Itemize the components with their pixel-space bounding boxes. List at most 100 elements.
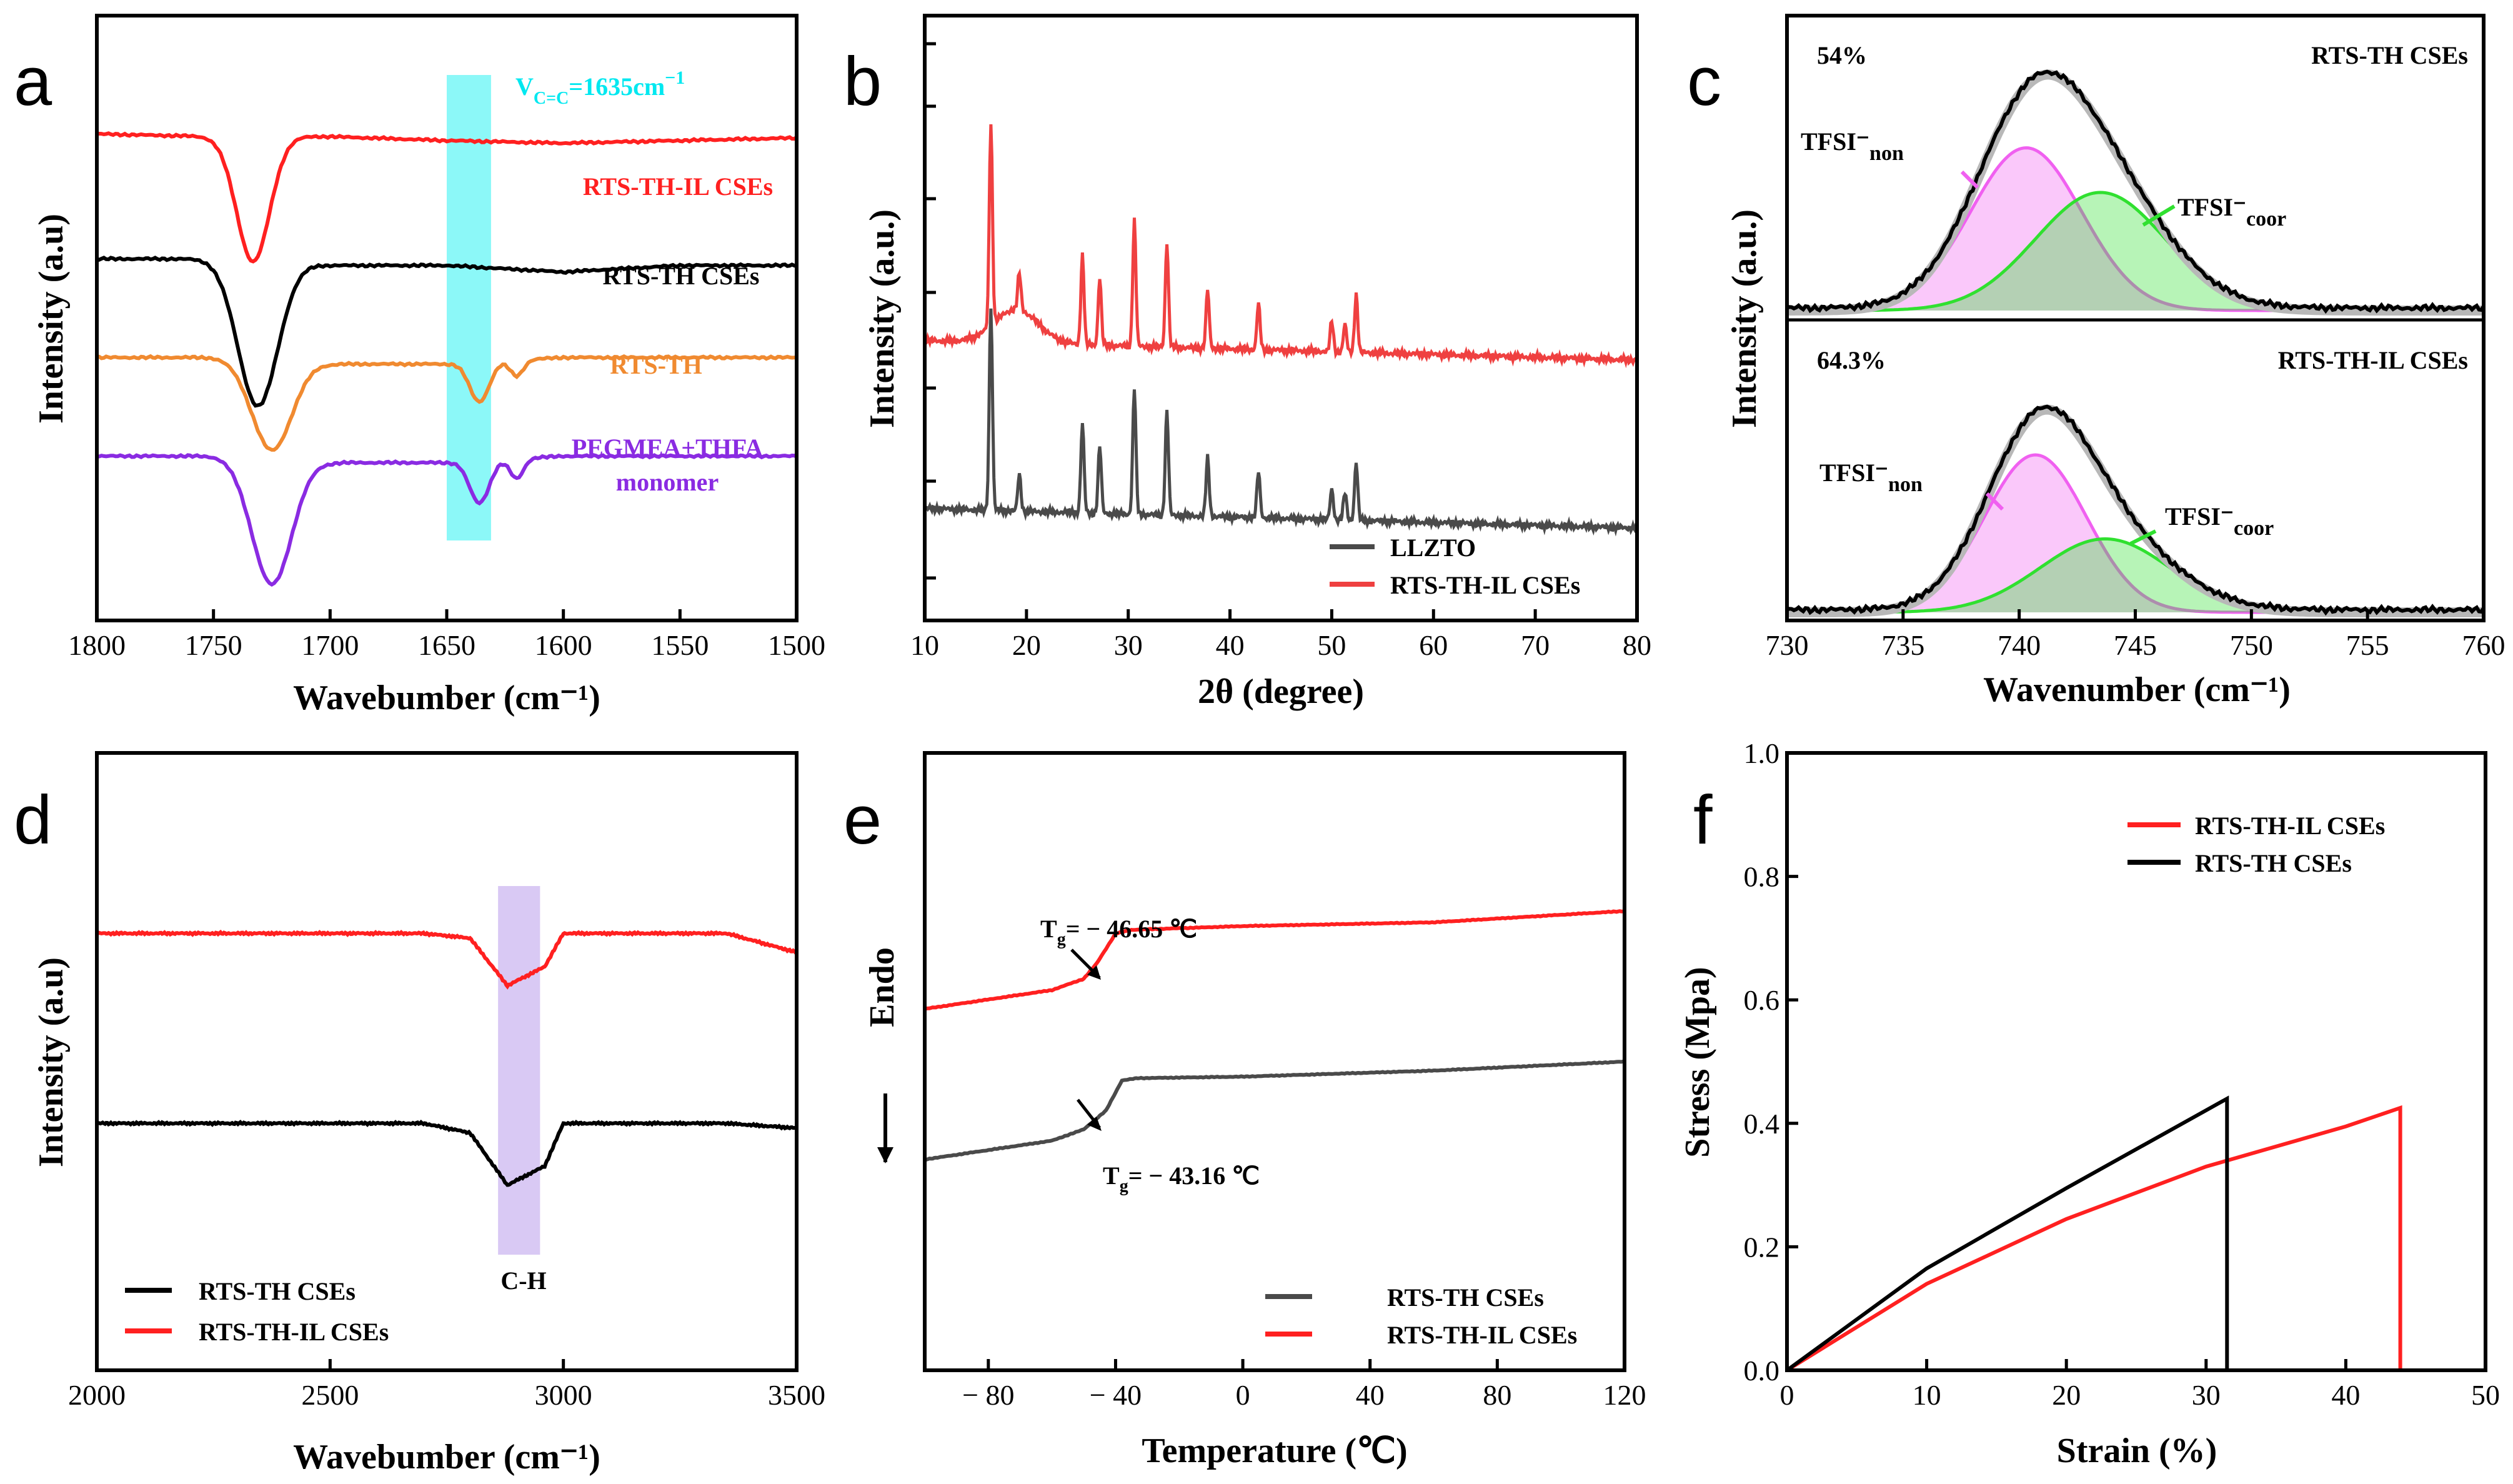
label-pegmea-thfa: PEGMEA+THFA (572, 434, 764, 462)
series-line (96, 929, 798, 990)
axes-frame (95, 751, 799, 1372)
x-tick-label: 2500 (301, 1379, 359, 1411)
arrow-non-bottom (1985, 492, 2004, 511)
x-tick-label: 120 (1603, 1379, 1646, 1411)
legend-rts-th-il: RTS-TH-IL CSEs (1390, 571, 1580, 599)
series-line (96, 452, 798, 587)
legend-rts-th-il: RTS-TH-IL CSEs (1387, 1321, 1577, 1349)
axes-frame (923, 751, 1626, 1372)
x-tick-label: 1700 (301, 629, 359, 661)
y-axis-label: Intensity (a.u.) (1725, 209, 1764, 428)
panel-b: b 10 20 30 40 50 60 70 80 LLZTO RTS-TH-IL CSEs … (843, 14, 1651, 711)
legend-rts-th-il: RTS-TH-IL CSEs (2195, 812, 2385, 840)
label-rts-th: RTS-TH (610, 351, 702, 379)
highlight-band (498, 886, 540, 1255)
x-tick-label: 0 (1236, 1379, 1250, 1411)
peak-fill (1787, 192, 2484, 311)
tg-label-th: Tg= − 43.16 ℃ (1103, 1162, 1260, 1196)
x-tick-label: 60 (1419, 629, 1448, 661)
panel-letter-d: d (14, 782, 52, 859)
cc-annotation: VC=C=1635cm−1 (515, 67, 685, 108)
arrow-coor-top (2142, 204, 2176, 227)
x-tick-label: 1800 (68, 629, 126, 661)
label-monomer: monomer (616, 468, 719, 496)
x-tick-label: 30 (2192, 1379, 2221, 1411)
arrow-head-il (1087, 965, 1101, 980)
x-tick-label: 1750 (185, 629, 242, 661)
x-tick-label: 50 (2471, 1379, 2500, 1411)
x-tick-label: 740 (1998, 629, 2041, 661)
y-tick-label: 0.8 (1744, 861, 1780, 893)
x-tick-label: 30 (1114, 629, 1143, 661)
x-tick-label: 40 (2331, 1379, 2360, 1411)
x-axis-label: Wavebumber (cm⁻¹) (293, 679, 600, 717)
x-tick-label: 735 (1881, 629, 1924, 661)
label-tfsi-coor-bottom: TFSI⁻coor (2165, 502, 2274, 540)
arrow-non-top (1960, 170, 1979, 189)
x-tick-label: 80 (1483, 1379, 1511, 1411)
panel-a: a VC=C=1635cm−1 RTS-TH-IL CSEs RTS-TH CS… (14, 14, 825, 717)
arrow-coor-bottom (2129, 529, 2157, 545)
x-tick-label: 1500 (768, 629, 825, 661)
legend-rts-th: RTS-TH CSEs (2195, 849, 2352, 877)
panel-c: c 54% RTS-TH CSEs 64.3% RTS-TH-IL CSEs T… (1687, 14, 2506, 709)
panel-f: f RTS-TH-IL CSEs RTS-TH CSEs 0 10 20 30 40 50… (1678, 737, 2500, 1470)
y-axis-label: Stress (Mpa) (1678, 967, 1717, 1157)
series-line (924, 909, 1625, 1011)
x-tick-label: 50 (1317, 629, 1346, 661)
title-top: RTS-TH CSEs (2311, 41, 2468, 69)
y-tick-label: 0.4 (1744, 1108, 1780, 1140)
y-tick-label: 0.2 (1744, 1231, 1780, 1263)
y-tick-label: 0.6 (1744, 984, 1780, 1016)
highlight-band (447, 75, 491, 540)
x-tick-label: 80 (1623, 629, 1651, 661)
legend-llzto: LLZTO (1390, 534, 1476, 562)
x-tick-label: 3000 (535, 1379, 592, 1411)
x-tick-label: 1550 (651, 629, 709, 661)
y-tick-label: 0.0 (1744, 1355, 1780, 1387)
x-tick-label: 10 (910, 629, 939, 661)
y-axis-label: Intensity (a.u) (32, 214, 71, 424)
x-tick-label: 40 (1216, 629, 1245, 661)
panel-letter-b: b (843, 43, 882, 120)
label-rts-th-cses: RTS-TH CSEs (603, 262, 760, 290)
x-tick-label: 10 (1913, 1379, 1941, 1411)
label-rts-th-il-cses: RTS-TH-IL CSEs (583, 172, 773, 201)
panel-letter-f: f (1693, 782, 1713, 859)
label-tfsi-non-top: TFSI⁻non (1801, 127, 1904, 165)
legend-rts-th: RTS-TH CSEs (199, 1277, 356, 1305)
endo-arrow-head (877, 1147, 893, 1163)
percent-top: 54% (1817, 41, 1867, 69)
peak-fill (1787, 455, 2484, 612)
tg-label-il: Tg= − 46.65 ℃ (1040, 915, 1197, 949)
panel-letter-c: c (1687, 43, 1721, 120)
x-tick-label: 1600 (535, 629, 592, 661)
y-tick-label: 1.0 (1744, 737, 1780, 769)
x-tick-label: 20 (1012, 629, 1041, 661)
y-axis-label: Intensity (a.u.) (863, 209, 902, 428)
x-tick-label: 0 (1780, 1379, 1794, 1411)
series-line (1786, 1095, 2229, 1372)
series-line (1786, 1105, 2402, 1372)
x-tick-label: 2000 (68, 1379, 126, 1411)
series-line (924, 1059, 1625, 1162)
series-line (96, 256, 797, 408)
data-line (1786, 69, 2486, 314)
series-line (96, 354, 797, 452)
x-tick-label: − 40 (1090, 1379, 1142, 1411)
x-tick-label: 3500 (768, 1379, 825, 1411)
series-line (923, 124, 1638, 369)
x-tick-label: 730 (1766, 629, 1809, 661)
panel-letter-e: e (843, 782, 882, 859)
y-axis-label: Intensity (a.u) (32, 957, 71, 1167)
x-axis-label: Wavenumber (cm⁻¹) (1983, 670, 2291, 709)
x-tick-label: 760 (2462, 629, 2506, 661)
arrow-head-th (1087, 1117, 1102, 1131)
panel-e: e Tg= − 46.65 ℃ Tg= − 43.16 ℃ RTS-TH CSE… (843, 751, 1646, 1470)
legend-rts-th: RTS-TH CSEs (1387, 1283, 1544, 1312)
panel-d: d C-H RTS-TH CSEs RTS-TH-IL CSEs 2000 250… (14, 751, 825, 1477)
x-tick-label: 70 (1521, 629, 1550, 661)
x-tick-label: 750 (2230, 629, 2273, 661)
series-line (96, 131, 798, 264)
